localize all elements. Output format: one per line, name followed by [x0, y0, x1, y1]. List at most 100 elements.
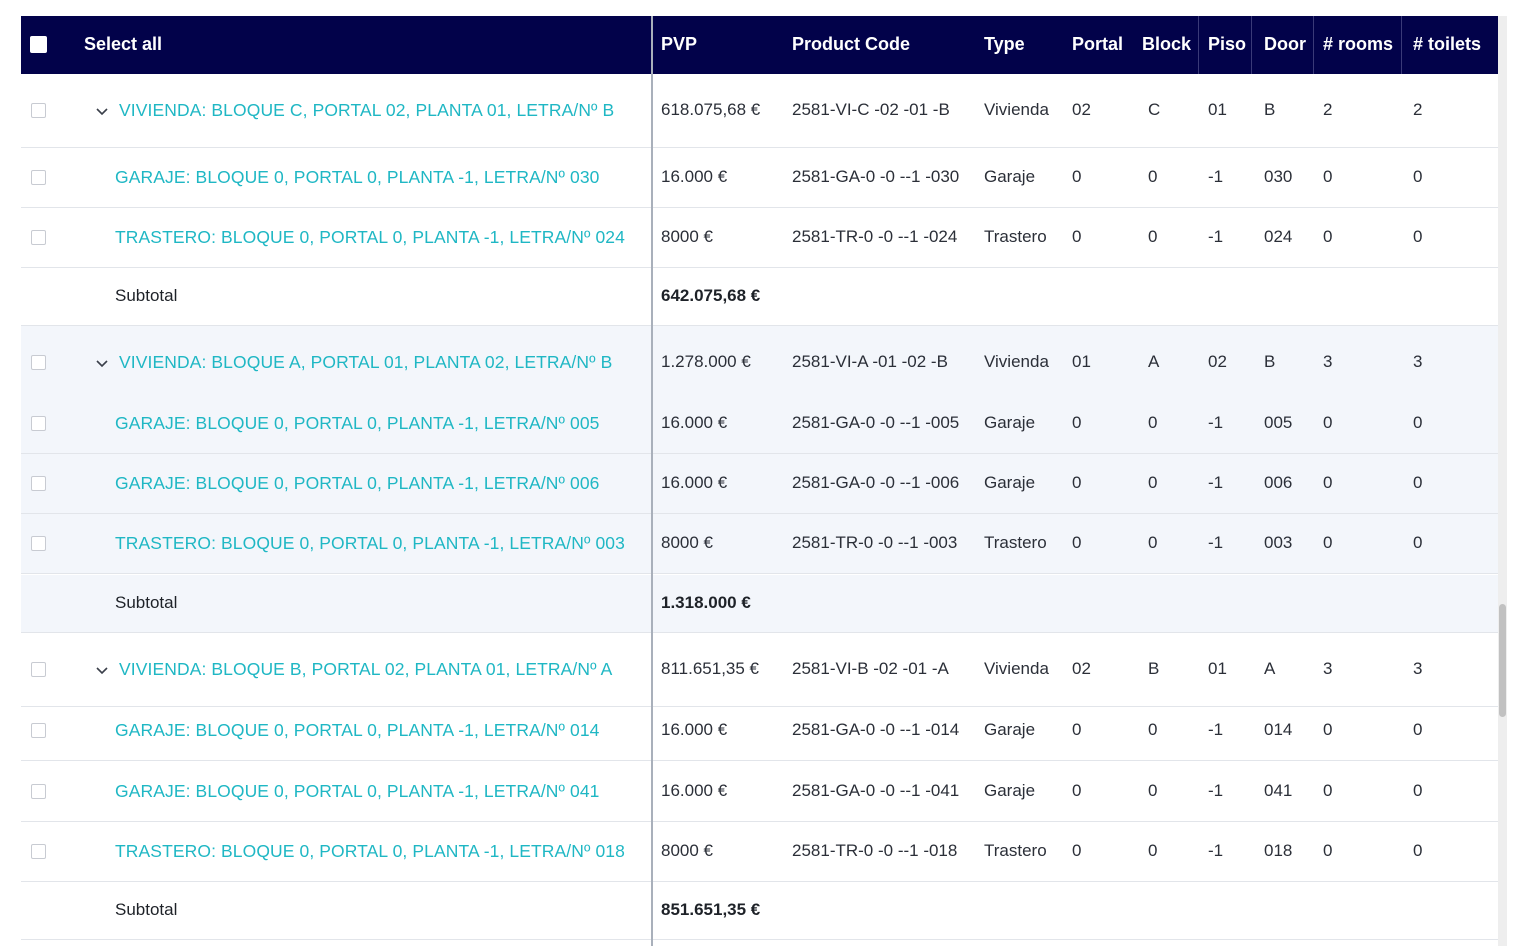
- product-name-link[interactable]: TRASTERO: BLOQUE 0, PORTAL 0, PLANTA -1,…: [115, 227, 625, 247]
- product-code-cell: 2581-GA-0 -0 --1 -005: [792, 413, 960, 432]
- pvp-cell: 16.000 €: [661, 167, 728, 186]
- row-checkbox[interactable]: [31, 784, 46, 799]
- row-checkbox[interactable]: [31, 170, 46, 185]
- subtotal-row: Subtotal 642.075,68 €: [21, 268, 1498, 326]
- row-checkbox[interactable]: [31, 723, 46, 738]
- table-row[interactable]: TRASTERO: BLOQUE 0, PORTAL 0, PLANTA -1,…: [21, 208, 1498, 268]
- product-code-cell: 2581-VI-A -01 -02 -B: [792, 352, 948, 371]
- row-checkbox[interactable]: [31, 844, 46, 859]
- column-header-piso[interactable]: Piso: [1208, 34, 1247, 54]
- select-all-checkbox[interactable]: [30, 36, 47, 53]
- type-cell: Garaje: [984, 413, 1036, 432]
- product-name-link[interactable]: VIVIENDA: BLOQUE B, PORTAL 02, PLANTA 01…: [119, 659, 613, 679]
- table-row[interactable]: GARAJE: BLOQUE 0, PORTAL 0, PLANTA -1, L…: [21, 148, 1498, 208]
- chevron-down-icon[interactable]: [95, 664, 109, 678]
- door-cell: B: [1264, 352, 1276, 371]
- type-cell: Garaje: [984, 167, 1036, 186]
- pvp-cell: 8000 €: [661, 533, 713, 552]
- type-cell: Vivienda: [984, 100, 1049, 119]
- product-name-link[interactable]: GARAJE: BLOQUE 0, PORTAL 0, PLANTA -1, L…: [115, 167, 600, 187]
- column-header-toilets[interactable]: # toilets: [1413, 34, 1482, 54]
- subtotal-label: Subtotal: [115, 286, 178, 305]
- column-header-portal[interactable]: Portal: [1072, 34, 1124, 54]
- column-header-rooms[interactable]: # rooms: [1323, 34, 1394, 54]
- door-cell: 003: [1264, 533, 1293, 552]
- block-cell: 0: [1148, 413, 1158, 432]
- pvp-cell: 811.651,35 €: [661, 659, 759, 678]
- toilets-cell: 0: [1413, 781, 1423, 800]
- table-row[interactable]: GARAJE: BLOQUE 0, PORTAL 0, PLANTA -1, L…: [21, 394, 1498, 454]
- product-name-link[interactable]: GARAJE: BLOQUE 0, PORTAL 0, PLANTA -1, L…: [115, 781, 600, 801]
- chevron-down-icon[interactable]: [95, 357, 109, 371]
- column-header-type[interactable]: Type: [984, 34, 1025, 54]
- toilets-cell: 0: [1413, 227, 1423, 246]
- scrollbar-thumb[interactable]: [1499, 604, 1506, 717]
- subtotal-row: Subtotal 851.651,35 €: [21, 882, 1498, 940]
- table-row[interactable]: GARAJE: BLOQUE 0, PORTAL 0, PLANTA -1, L…: [21, 762, 1498, 822]
- row-checkbox[interactable]: [31, 476, 46, 491]
- type-cell: Garaje: [984, 473, 1036, 492]
- toilets-cell: 3: [1413, 659, 1423, 678]
- block-cell: 0: [1148, 841, 1158, 860]
- table-row[interactable]: TRASTERO: BLOQUE 0, PORTAL 0, PLANTA -1,…: [21, 822, 1498, 882]
- header-divider: [1401, 16, 1402, 74]
- piso-cell: -1: [1208, 227, 1224, 246]
- block-cell: C: [1148, 100, 1161, 119]
- row-checkbox[interactable]: [31, 662, 46, 677]
- type-cell: Trastero: [984, 227, 1047, 246]
- product-name-link[interactable]: TRASTERO: BLOQUE 0, PORTAL 0, PLANTA -1,…: [115, 533, 625, 553]
- toilets-cell: 3: [1413, 352, 1423, 371]
- block-cell: 0: [1148, 720, 1158, 739]
- subtotal-label: Subtotal: [115, 900, 178, 919]
- product-code-cell: 2581-TR-0 -0 --1 -024: [792, 227, 958, 246]
- chevron-down-icon[interactable]: [95, 105, 109, 119]
- rooms-cell: 0: [1323, 720, 1333, 739]
- row-checkbox[interactable]: [31, 416, 46, 431]
- toilets-cell: 0: [1413, 413, 1423, 432]
- select-all-label[interactable]: Select all: [84, 34, 163, 54]
- portal-cell: 02: [1072, 659, 1091, 678]
- door-cell: 005: [1264, 413, 1293, 432]
- product-name-link[interactable]: TRASTERO: BLOQUE 0, PORTAL 0, PLANTA -1,…: [115, 841, 625, 861]
- product-code-cell: 2581-GA-0 -0 --1 -014: [792, 720, 960, 739]
- product-name-link[interactable]: GARAJE: BLOQUE 0, PORTAL 0, PLANTA -1, L…: [115, 413, 600, 433]
- portal-cell: 0: [1072, 781, 1082, 800]
- group-row[interactable]: VIVIENDA: BLOQUE B, PORTAL 02, PLANTA 01…: [21, 633, 1498, 707]
- product-name-link[interactable]: VIVIENDA: BLOQUE C, PORTAL 02, PLANTA 01…: [119, 100, 615, 120]
- column-header-door[interactable]: Door: [1264, 34, 1306, 54]
- column-header-block[interactable]: Block: [1142, 34, 1192, 54]
- type-cell: Trastero: [984, 533, 1047, 552]
- vertical-scrollbar[interactable]: [1498, 16, 1507, 946]
- row-checkbox[interactable]: [31, 230, 46, 245]
- product-name-link[interactable]: VIVIENDA: BLOQUE A, PORTAL 01, PLANTA 02…: [119, 352, 613, 372]
- product-code-cell: 2581-TR-0 -0 --1 -003: [792, 533, 958, 552]
- group-row[interactable]: VIVIENDA: BLOQUE A, PORTAL 01, PLANTA 02…: [21, 326, 1498, 400]
- row-checkbox[interactable]: [31, 355, 46, 370]
- rooms-cell: 0: [1323, 167, 1333, 186]
- column-header-pvp[interactable]: PVP: [661, 34, 698, 54]
- pvp-cell: 8000 €: [661, 841, 713, 860]
- pvp-cell: 16.000 €: [661, 781, 728, 800]
- toilets-cell: 0: [1413, 167, 1423, 186]
- table-row[interactable]: GARAJE: BLOQUE 0, PORTAL 0, PLANTA -1, L…: [21, 701, 1498, 761]
- subtotal-value: 1.318.000 €: [661, 593, 751, 612]
- table-row[interactable]: TRASTERO: BLOQUE 0, PORTAL 0, PLANTA -1,…: [21, 514, 1498, 574]
- door-cell: B: [1264, 100, 1276, 119]
- product-name-link[interactable]: GARAJE: BLOQUE 0, PORTAL 0, PLANTA -1, L…: [115, 473, 600, 493]
- group-row[interactable]: VIVIENDA: BLOQUE C, PORTAL 02, PLANTA 01…: [21, 74, 1498, 148]
- block-cell: A: [1148, 352, 1160, 371]
- portal-cell: 0: [1072, 473, 1082, 492]
- row-checkbox[interactable]: [31, 536, 46, 551]
- table-row[interactable]: GARAJE: BLOQUE 0, PORTAL 0, PLANTA -1, L…: [21, 454, 1498, 514]
- product-code-cell: 2581-GA-0 -0 --1 -041: [792, 781, 960, 800]
- row-checkbox[interactable]: [31, 103, 46, 118]
- rooms-cell: 0: [1323, 781, 1333, 800]
- door-cell: 041: [1264, 781, 1293, 800]
- column-header-product-code[interactable]: Product Code: [792, 34, 911, 54]
- piso-cell: -1: [1208, 841, 1224, 860]
- block-cell: B: [1148, 659, 1160, 678]
- product-name-link[interactable]: GARAJE: BLOQUE 0, PORTAL 0, PLANTA -1, L…: [115, 720, 600, 740]
- subtotal-row: Subtotal 1.318.000 €: [21, 575, 1498, 633]
- pvp-cell: 1.278.000 €: [661, 352, 751, 371]
- piso-cell: -1: [1208, 720, 1224, 739]
